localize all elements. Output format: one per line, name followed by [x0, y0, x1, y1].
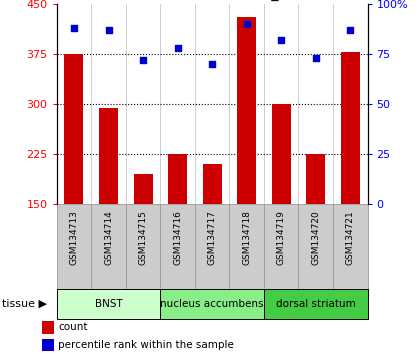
Bar	[126, 204, 160, 289]
Text: GSM134719: GSM134719	[277, 210, 286, 265]
Bar	[42, 321, 54, 333]
Point	[312, 55, 319, 61]
Text: GSM134720: GSM134720	[311, 210, 320, 265]
Text: GSM134713: GSM134713	[69, 210, 79, 265]
Bar	[264, 204, 299, 289]
Bar	[202, 164, 222, 204]
Bar	[229, 204, 264, 289]
Text: GSM134714: GSM134714	[104, 210, 113, 265]
Text: tissue ▶: tissue ▶	[2, 298, 47, 309]
Bar	[264, 289, 368, 319]
Point	[105, 27, 112, 32]
Bar	[237, 17, 256, 204]
Point	[174, 45, 181, 50]
Bar	[91, 204, 126, 289]
Bar	[57, 289, 160, 319]
Text: count: count	[58, 322, 87, 332]
Point	[347, 27, 354, 32]
Title: GDS2344 / 1416482_at: GDS2344 / 1416482_at	[131, 0, 293, 1]
Text: GSM134721: GSM134721	[346, 210, 355, 265]
Bar	[168, 154, 187, 204]
Point	[209, 61, 215, 67]
Bar	[160, 289, 264, 319]
Bar	[57, 204, 91, 289]
Point	[140, 57, 147, 62]
Text: GSM134718: GSM134718	[242, 210, 251, 265]
Bar	[99, 108, 118, 204]
Text: BNST: BNST	[94, 298, 122, 309]
Bar	[333, 204, 368, 289]
Point	[71, 25, 77, 30]
Bar	[306, 154, 325, 204]
Text: nucleus accumbens: nucleus accumbens	[160, 298, 264, 309]
Point	[278, 37, 284, 42]
Bar	[272, 104, 291, 204]
Bar	[299, 204, 333, 289]
Text: GSM134715: GSM134715	[139, 210, 147, 265]
Text: percentile rank within the sample: percentile rank within the sample	[58, 340, 234, 350]
Text: dorsal striatum: dorsal striatum	[276, 298, 356, 309]
Point	[243, 21, 250, 27]
Bar	[65, 53, 84, 204]
Bar	[134, 173, 152, 204]
Bar	[42, 339, 54, 351]
Text: GSM134717: GSM134717	[207, 210, 217, 265]
Bar	[160, 204, 195, 289]
Text: GSM134716: GSM134716	[173, 210, 182, 265]
Bar	[341, 52, 360, 204]
Bar	[195, 204, 229, 289]
